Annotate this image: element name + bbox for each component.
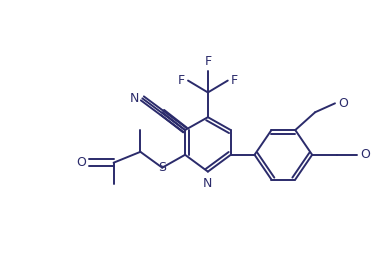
Text: N: N — [203, 177, 212, 190]
Text: F: F — [204, 55, 211, 68]
Text: F: F — [178, 74, 185, 87]
Text: F: F — [231, 74, 238, 87]
Text: O: O — [360, 148, 370, 161]
Text: O: O — [76, 156, 86, 169]
Text: N: N — [130, 92, 139, 105]
Text: O: O — [338, 97, 348, 110]
Text: S: S — [158, 161, 166, 174]
